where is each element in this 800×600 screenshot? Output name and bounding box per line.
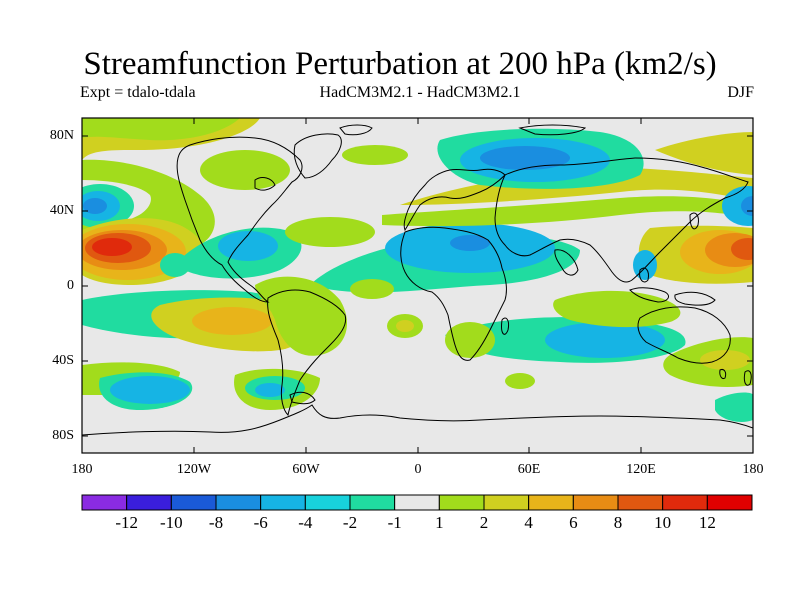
- colorbar-swatch: [126, 494, 172, 511]
- lat-label-80n: 80N: [49, 128, 74, 143]
- colorbar-label: -8: [208, 513, 224, 532]
- season-label: DJF: [727, 84, 754, 101]
- colorbar-label: 10: [654, 513, 672, 532]
- experiment-label: Expt = tdalo-tdala: [80, 84, 196, 101]
- lon-ticks: [193, 118, 642, 453]
- colorbar: [81, 494, 753, 511]
- lat-label-40n: 40N: [49, 203, 74, 218]
- colorbar-label: -6: [253, 513, 268, 532]
- lon-label-0: 0: [414, 462, 422, 477]
- coastlines: [82, 124, 753, 436]
- map-panel: [81, 117, 754, 454]
- lon-label-120e: 120E: [626, 462, 656, 477]
- colorbar-swatch: [572, 494, 619, 511]
- colorbar-label: -12: [115, 513, 138, 532]
- lat-ticks: [82, 135, 753, 437]
- model-label: HadCM3M2.1 - HadCM3M2.1: [319, 84, 521, 101]
- lon-label-120w: 120W: [176, 462, 212, 477]
- colorbar-label: 4: [524, 513, 533, 532]
- colorbar-label: 1: [435, 513, 444, 532]
- colorbar-swatch: [349, 494, 396, 511]
- colorbar-label: -4: [298, 513, 313, 532]
- lon-label-180w: 180: [71, 462, 93, 477]
- lat-label-80s: 80S: [52, 428, 74, 443]
- colorbar-swatch: [706, 494, 753, 511]
- lat-label-40s: 40S: [52, 353, 74, 368]
- colorbar-swatch: [304, 494, 351, 511]
- colorbar-swatch: [394, 494, 440, 511]
- colorbar-label: -10: [159, 513, 183, 532]
- colorbar-swatch: [662, 494, 708, 511]
- colorbar-swatch: [483, 494, 530, 511]
- colorbar-swatch: [617, 494, 664, 511]
- colorbar-label: -2: [342, 513, 358, 532]
- lat-label-0: 0: [67, 278, 74, 293]
- colorbar-swatch: [215, 494, 262, 511]
- colorbar-label: 2: [479, 513, 489, 532]
- colorbar-label: 12: [698, 513, 716, 532]
- colorbar-swatch: [81, 494, 128, 511]
- plot-title: Streamfunction Perturbation at 200 hPa (…: [83, 46, 717, 82]
- lon-label-180e: 180: [742, 462, 764, 477]
- colorbar-label: 8: [613, 513, 623, 532]
- lon-label-60w: 60W: [292, 462, 320, 477]
- colorbar-swatch: [528, 494, 574, 511]
- lon-label-60e: 60E: [517, 462, 541, 477]
- colorbar-swatch: [438, 494, 485, 511]
- colorbar-swatch: [170, 494, 217, 511]
- colorbar-label: 6: [569, 513, 578, 532]
- contour-fill: [82, 118, 753, 422]
- colorbar-label: -1: [387, 513, 402, 532]
- colorbar-swatch: [260, 494, 306, 511]
